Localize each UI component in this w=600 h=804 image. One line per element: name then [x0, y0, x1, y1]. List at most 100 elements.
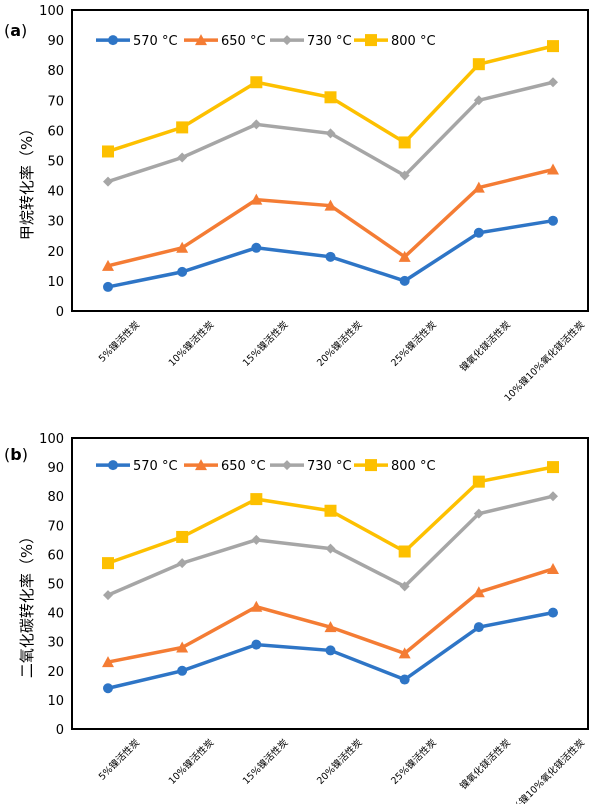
series-570 [103, 607, 558, 694]
data-point [251, 119, 262, 130]
data-point [103, 683, 113, 694]
data-point [325, 251, 336, 262]
series-730 [103, 491, 558, 601]
data-point [399, 581, 410, 592]
data-point [103, 590, 113, 601]
y-tick-label: 20 [47, 665, 64, 680]
x-tick-label: 10%镍10%氧化镁活性炭 [502, 736, 588, 804]
y-tick-label: 80 [47, 64, 64, 79]
x-tick-label: 10%镍10%氧化镁活性炭 [502, 318, 588, 404]
legend-item: 800 °C [354, 34, 436, 49]
data-point [548, 215, 558, 226]
data-point [324, 199, 337, 211]
data-point [473, 227, 484, 238]
x-tick-label: 20%镍活性炭 [314, 318, 365, 369]
data-point [399, 170, 410, 181]
panel-label: (a) [4, 21, 27, 40]
data-point [365, 459, 377, 472]
data-point [324, 621, 337, 633]
data-point [177, 152, 188, 163]
data-point [548, 491, 558, 502]
data-point [176, 241, 189, 253]
y-tick-label: 80 [47, 490, 64, 505]
y-tick-label: 0 [56, 723, 64, 738]
series-800 [102, 40, 559, 158]
y-tick-label: 50 [47, 155, 64, 170]
series-650 [102, 562, 559, 668]
data-point [473, 508, 484, 519]
y-axis-label: 二氧化碳转化率（%） [18, 529, 36, 678]
data-point [325, 128, 336, 139]
data-point [473, 622, 484, 633]
data-point [177, 266, 188, 277]
y-tick-label: 100 [39, 432, 64, 447]
legend-label: 570 °C [133, 34, 178, 49]
legend-item: 730 °C [270, 459, 352, 474]
x-tick-label: 15%镍活性炭 [240, 318, 291, 369]
data-point [250, 600, 263, 612]
x-tick-label: 25%镍活性炭 [388, 736, 439, 787]
legend-label: 800 °C [391, 34, 436, 49]
x-tick-label: 镍氧化镁活性炭 [457, 318, 513, 374]
y-tick-label: 90 [47, 461, 64, 476]
legend-label: 730 °C [307, 34, 352, 49]
data-point [325, 645, 336, 656]
data-point [251, 639, 262, 650]
data-point [547, 461, 559, 474]
legend-label: 570 °C [133, 459, 178, 474]
data-point [399, 275, 410, 286]
y-tick-label: 70 [47, 94, 64, 109]
data-point [325, 543, 336, 554]
panel-letter: b [10, 445, 21, 464]
legend-item: 800 °C [354, 459, 436, 474]
data-point [473, 95, 484, 106]
y-tick-label: 50 [47, 578, 64, 593]
data-point [108, 35, 118, 46]
data-point [102, 145, 114, 158]
x-tick-label: 镍氧化镁活性炭 [457, 736, 513, 792]
data-point [324, 504, 337, 517]
legend-item: 570 °C [96, 459, 178, 474]
series-line [107, 167, 554, 268]
data-point [103, 281, 113, 292]
legend-item: 650 °C [184, 459, 266, 474]
x-tick-label: 20%镍活性炭 [314, 736, 365, 787]
data-point [102, 557, 114, 570]
data-point [250, 493, 263, 506]
data-point [250, 193, 263, 205]
data-point [398, 250, 411, 262]
data-point [548, 77, 558, 88]
data-point [398, 136, 411, 149]
x-tick-label: 25%镍活性炭 [388, 318, 439, 369]
series-730 [103, 77, 558, 187]
legend-item: 730 °C [270, 34, 352, 49]
y-tick-label: 10 [47, 275, 64, 290]
y-tick-label: 40 [47, 185, 64, 200]
data-point [365, 34, 377, 47]
legend-label: 650 °C [221, 459, 266, 474]
data-point [472, 58, 485, 71]
y-axis-label: 甲烷转化率（%） [18, 121, 36, 240]
legend: 570 °C 650 °C 730 °C 800 °C [96, 34, 436, 49]
legend-item: 650 °C [184, 34, 266, 49]
y-tick-label: 30 [47, 215, 64, 230]
y-tick-label: 60 [47, 124, 64, 139]
legend-label: 730 °C [307, 459, 352, 474]
legend-label: 650 °C [221, 34, 266, 49]
data-point [282, 35, 292, 46]
data-point [547, 163, 559, 175]
x-tick-label: 10%镍活性炭 [166, 736, 217, 787]
data-point [472, 475, 485, 488]
data-point [108, 460, 118, 471]
data-point [177, 665, 188, 676]
y-tick-label: 0 [56, 305, 64, 320]
series-800 [102, 461, 559, 570]
x-tick-label: 10%镍活性炭 [166, 318, 217, 369]
data-point [176, 121, 189, 134]
y-tick-label: 30 [47, 636, 64, 651]
data-point [324, 91, 337, 104]
data-point [472, 181, 485, 193]
data-point [251, 534, 262, 545]
legend-label: 800 °C [391, 459, 436, 474]
